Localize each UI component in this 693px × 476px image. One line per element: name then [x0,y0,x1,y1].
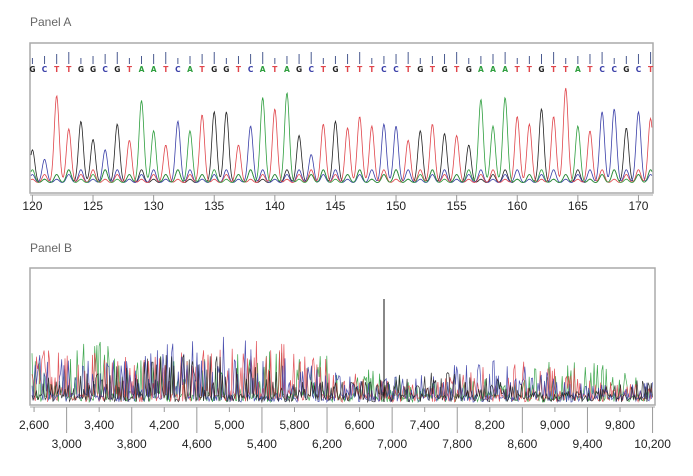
base-call-T: T [345,65,351,74]
base-call-A: A [490,65,496,74]
base-call-T: T [563,65,569,74]
base-call-C: C [42,65,48,74]
base-call-A: A [139,65,145,74]
panel-b-title: Panel B [30,241,73,255]
x-tick-label: 125 [83,199,103,213]
base-call-C: C [393,65,399,74]
base-call-T: T [515,65,521,74]
base-call-T: T [406,65,412,74]
x-tick-label: 140 [265,199,285,213]
base-call-C: C [175,65,181,74]
panel-a-title: Panel A [30,15,72,29]
trace-T [30,87,653,183]
base-call-A: A [478,65,484,74]
base-call-G: G [441,65,447,74]
x-tick-label: 10,200 [634,437,671,451]
base-call-T: T [127,65,133,74]
base-call-T: T [321,65,327,74]
x-tick-label: 4,600 [182,437,212,451]
x-tick-label: 7,800 [442,437,472,451]
base-call-C: C [102,65,108,74]
base-call-A: A [260,65,266,74]
base-call-T: T [200,65,206,74]
x-tick-label: 6,600 [345,418,375,432]
base-call-G: G [211,65,217,74]
base-call-A: A [151,65,157,74]
base-call-G: G [466,65,472,74]
base-call-T: T [369,65,375,74]
base-call-A: A [575,65,581,74]
plot-frame [29,267,656,406]
base-call-T: T [527,65,533,74]
base-call-G: G [417,65,423,74]
trace-A [30,91,653,183]
base-call-C: C [381,65,387,74]
x-tick-label: 4,200 [149,418,179,432]
base-call-C: C [599,65,605,74]
x-tick-label: 150 [386,199,406,213]
base-call-T: T [587,65,593,74]
x-tick-label: 7,000 [377,437,407,451]
x-tick-label: 5,400 [247,437,277,451]
x-tick-label: 9,400 [572,437,602,451]
x-tick-label: 120 [22,199,42,213]
base-call-G: G [114,65,120,74]
base-call-A: A [502,65,508,74]
base-call-T: T [163,65,169,74]
base-call-G: G [90,65,96,74]
x-tick-label: 3,400 [84,418,114,432]
base-call-T: T [272,65,278,74]
base-call-C: C [308,65,314,74]
base-call-G: G [623,65,629,74]
x-tick-label: 160 [507,199,527,213]
x-tick-label: 3,800 [117,437,147,451]
x-tick-label: 8,200 [475,418,505,432]
x-tick-label: 2,600 [19,418,49,432]
base-call-T: T [66,65,72,74]
x-tick-label: 165 [568,199,588,213]
x-tick-label: 145 [325,199,345,213]
x-tick-label: 6,200 [312,437,342,451]
base-call-G: G [78,65,84,74]
x-tick-label: 5,800 [279,418,309,432]
base-call-G: G [538,65,544,74]
plot-frame [29,42,654,194]
x-tick-label: 170 [628,199,648,213]
base-call-G: G [332,65,338,74]
x-tick-label: 130 [144,199,164,213]
base-call-T: T [430,65,436,74]
base-call-T: T [54,65,60,74]
base-call-T: T [236,65,242,74]
x-tick-label: 9,800 [605,418,635,432]
base-call-G: G [223,65,229,74]
overview-trace [31,336,653,404]
base-call-A: A [284,65,290,74]
base-call-A: A [187,65,193,74]
base-call-T: T [551,65,557,74]
x-tick-label: 7,400 [410,418,440,432]
base-call-C: C [248,65,254,74]
base-call-G: G [29,65,35,74]
x-tick-label: 155 [447,199,467,213]
base-call-C: C [611,65,617,74]
x-tick-label: 3,000 [52,437,82,451]
base-call-C: C [636,65,642,74]
base-call-T: T [648,65,654,74]
x-tick-label: 5,000 [214,418,244,432]
x-tick-label: 8,600 [507,437,537,451]
overview-trace [31,354,653,404]
x-tick-label: 135 [204,199,224,213]
base-call-T: T [357,65,363,74]
base-call-T: T [454,65,460,74]
x-tick-label: 9,000 [540,418,570,432]
base-call-G: G [296,65,302,74]
